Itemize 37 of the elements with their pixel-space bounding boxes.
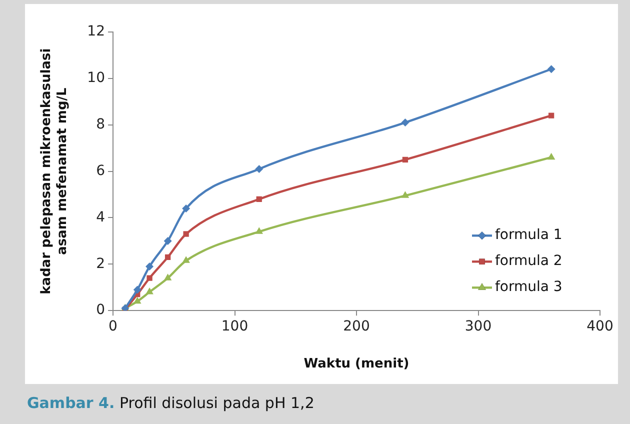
point: [401, 191, 410, 198]
point: [183, 231, 189, 237]
point: [401, 118, 410, 127]
point: [164, 254, 171, 260]
point: [548, 112, 554, 118]
point: [182, 204, 190, 212]
y-tick-label: 12: [87, 24, 106, 40]
y-axis-title: kadar pelepasan mikroenkasulasi asam mefenamat mg/L: [39, 48, 70, 294]
y-tick-label: 4: [96, 209, 106, 226]
x-tick-label: 400: [586, 318, 614, 335]
point: [255, 164, 264, 173]
point: [146, 262, 154, 270]
point: [182, 256, 190, 263]
text: Gambar 4. Profil disolusi pada pH 1,2: [27, 394, 314, 412]
point: [133, 286, 142, 294]
y-tick-label: 6: [96, 162, 106, 179]
y-tick-label: 10: [87, 70, 106, 86]
legend-label: formula 3: [495, 279, 562, 296]
point: [402, 156, 408, 163]
point: [146, 275, 152, 281]
x-tick-label: 300: [464, 318, 492, 335]
point: [146, 288, 154, 294]
legend-label: formula 1: [495, 227, 562, 244]
legend-label: formula 2: [495, 253, 562, 270]
point: [256, 196, 262, 202]
point: [164, 274, 172, 280]
y-tick-label: 8: [96, 116, 106, 133]
point: [255, 227, 264, 234]
point: [547, 152, 556, 160]
x-tick-label: 100: [221, 318, 248, 335]
x-tick-label: 200: [343, 318, 370, 335]
x-tick-label: 0: [108, 318, 118, 335]
point: [164, 236, 172, 245]
x-axis-title: Waktu (menit): [304, 356, 410, 372]
y-tick-label: 2: [96, 256, 106, 272]
y-tick-label: 0: [96, 302, 106, 318]
point: [547, 65, 556, 74]
